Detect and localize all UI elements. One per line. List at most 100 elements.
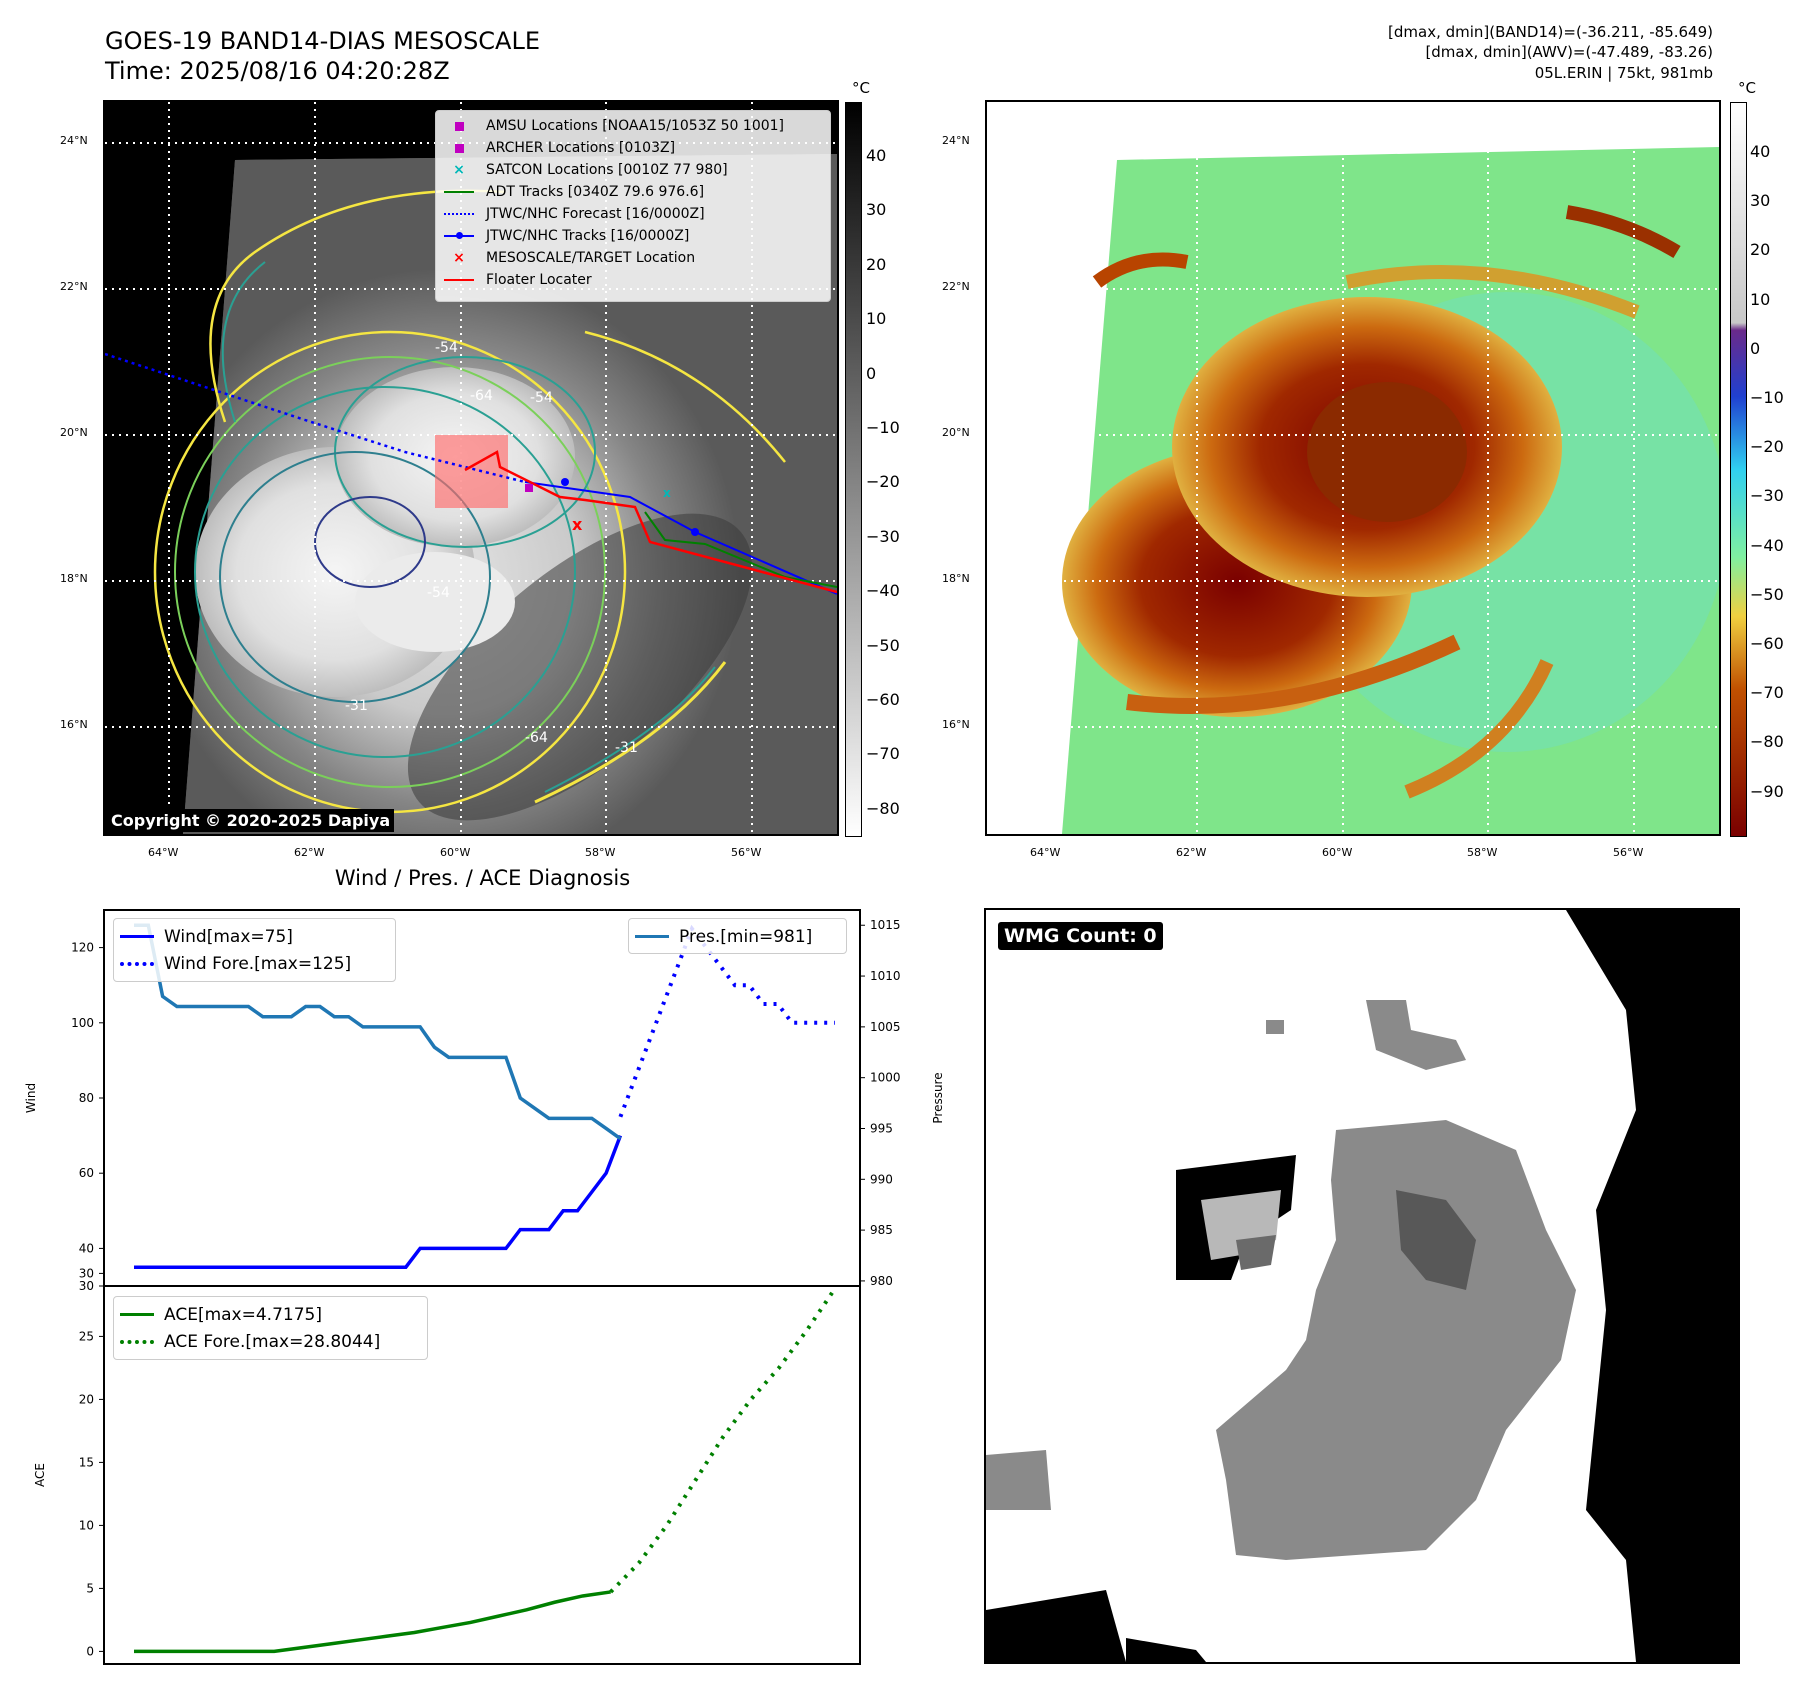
square-marker-icon (442, 119, 476, 133)
legend-label: JTWC/NHC Tracks [16/0000Z] (486, 228, 690, 244)
legend-item-tracks: JTWC/NHC Tracks [16/0000Z] (442, 225, 824, 247)
lon-label: 64°W (148, 846, 179, 859)
pressure-legend: Pres.[min=981] (628, 918, 847, 954)
colorbar-tick-label: −10 (866, 418, 900, 437)
square-marker-icon (442, 141, 476, 155)
lat-label: 16°N (942, 718, 970, 731)
lat-label: 16°N (60, 718, 88, 731)
legend-label: ACE Fore.[max=28.8044] (164, 1331, 381, 1352)
svg-text:x: x (572, 515, 583, 534)
dotted-line-icon (120, 957, 154, 971)
legend-label: JTWC/NHC Forecast [16/0000Z] (486, 206, 705, 222)
ace-tick-label: 15 (79, 1455, 94, 1469)
dotted-line-icon (120, 1335, 154, 1349)
legend-item-archer: ARCHER Locations [0103Z] (442, 137, 824, 159)
colorbar-tick-label: −80 (866, 798, 900, 818)
wind-tick-label: 120 (71, 941, 94, 955)
colorbar-tick-label: −30 (866, 526, 900, 546)
svg-text:-31: -31 (615, 740, 638, 756)
colorbar-tick-label: −10 (1750, 388, 1784, 407)
lat-label: 20°N (60, 426, 88, 439)
line-marker-icon (442, 185, 476, 199)
legend-label: SATCON Locations [0010Z 77 980] (486, 162, 728, 178)
svg-text:-31: -31 (345, 698, 368, 714)
wind-tick-label: 30 (79, 1279, 94, 1293)
legend-label: ACE[max=4.7175] (164, 1304, 322, 1325)
colorbar-tick-label: −90 (1750, 781, 1784, 801)
wmg-panel: WMG Count: 0 (984, 908, 1740, 1664)
legend-label: Pres.[min=981] (679, 926, 813, 947)
line-marker-icon (120, 1308, 154, 1322)
wind-axis-label: Wind (24, 1083, 38, 1113)
pressure-tick-label: 1010 (870, 969, 901, 983)
lon-label: 62°W (1176, 846, 1207, 859)
diagnosis-title: Wind / Pres. / ACE Diagnosis (334, 866, 631, 890)
wmg-image (986, 910, 1738, 1662)
colorbar-tick-label: 20 (1750, 240, 1771, 260)
legend-item-wind-forecast: Wind Fore.[max=125] (120, 950, 389, 977)
legend-item-pressure: Pres.[min=981] (635, 923, 840, 950)
colorbar-tick-label: 10 (866, 309, 887, 329)
ace-axis-label: ACE (33, 1463, 47, 1487)
legend-item-amsu: AMSU Locations [NOAA15/1053Z 50 1001] (442, 115, 824, 137)
legend-item-wind: Wind[max=75] (120, 923, 389, 950)
band14-stats: [dmax, dmin](BAND14)=(-36.211, -85.649) (1388, 23, 1713, 41)
lon-label: 58°W (585, 846, 616, 859)
wind-tick-label: 40 (79, 1241, 94, 1255)
colorbar-tick-label: −20 (866, 472, 900, 492)
main-title: GOES-19 BAND14-DIAS MESOSCALE (105, 27, 541, 55)
legend-item-ace: ACE[max=4.7175] (120, 1301, 421, 1328)
lat-label: 20°N (942, 426, 970, 439)
wind-legend: Wind[max=75] Wind Fore.[max=125] (113, 918, 396, 982)
wind-tick-label: 80 (79, 1091, 94, 1105)
ir-colorbar (845, 102, 862, 837)
lat-label: 24°N (942, 134, 970, 147)
colorbar-tick-label: 0 (1750, 338, 1761, 358)
ir-map-panel: x x -64 -54 -54 -64 -54 -31 -31 AMSU Loc… (103, 100, 839, 836)
lon-label: 60°W (440, 846, 471, 859)
colorbar-tick-label: −40 (1750, 535, 1784, 555)
awv-colorbar (1730, 102, 1747, 837)
ir-map-image: x x -64 -54 -54 -64 -54 -31 -31 (105, 102, 837, 834)
storm-info: 05L.ERIN | 75kt, 981mb (1534, 64, 1713, 82)
lon-label: 60°W (1322, 846, 1353, 859)
colorbar-tick-label: 40 (866, 146, 887, 165)
svg-text:-64: -64 (470, 388, 493, 404)
svg-text:-54: -54 (530, 390, 553, 406)
colorbar-tick-label: −80 (1750, 732, 1784, 752)
pressure-series-line (134, 923, 622, 1141)
svg-text:-54: -54 (427, 585, 450, 601)
legend-item-ace-forecast: ACE Fore.[max=28.8044] (120, 1328, 421, 1355)
line-marker-icon (120, 930, 154, 944)
line-dot-marker-icon (442, 229, 476, 243)
legend-item-adt: ADT Tracks [0340Z 79.6 976.6] (442, 181, 824, 203)
ace-tick-label: 0 (86, 1644, 94, 1658)
svg-text:-54: -54 (435, 340, 458, 356)
lat-label: 24°N (60, 134, 88, 147)
ace-series-line (134, 1590, 611, 1654)
colorbar-tick-label: 20 (866, 254, 887, 274)
colorbar-tick-label: 40 (1750, 142, 1771, 161)
ace-tick-label: 30 (79, 1266, 94, 1280)
ir-legend: AMSU Locations [NOAA15/1053Z 50 1001] AR… (435, 110, 831, 302)
ace-forecast-series-line (609, 1287, 837, 1594)
wind-tick-label: 100 (71, 1016, 94, 1030)
awv-map-image (987, 102, 1719, 834)
wind-forecast-series-line (618, 924, 835, 1118)
colorbar-tick-label: −20 (1750, 437, 1784, 457)
lon-label: 56°W (731, 846, 762, 859)
lat-label: 18°N (60, 572, 88, 585)
line-marker-icon (635, 930, 669, 944)
wind-tick-label: 60 (79, 1166, 94, 1180)
lon-label: 56°W (1613, 846, 1644, 859)
ace-tick-label: 10 (79, 1518, 94, 1532)
lat-label: 22°N (942, 280, 970, 293)
legend-label: AMSU Locations [NOAA15/1053Z 50 1001] (486, 118, 785, 134)
colorbar-tick-label: −70 (866, 744, 900, 764)
colorbar-tick-label: 30 (1750, 191, 1771, 211)
legend-label: Wind Fore.[max=125] (164, 953, 352, 974)
colorbar-tick-label: −50 (1750, 584, 1784, 604)
wind-series-line (134, 1134, 623, 1269)
lon-label: 58°W (1467, 846, 1498, 859)
colorbar-tick-label: 30 (866, 200, 887, 220)
